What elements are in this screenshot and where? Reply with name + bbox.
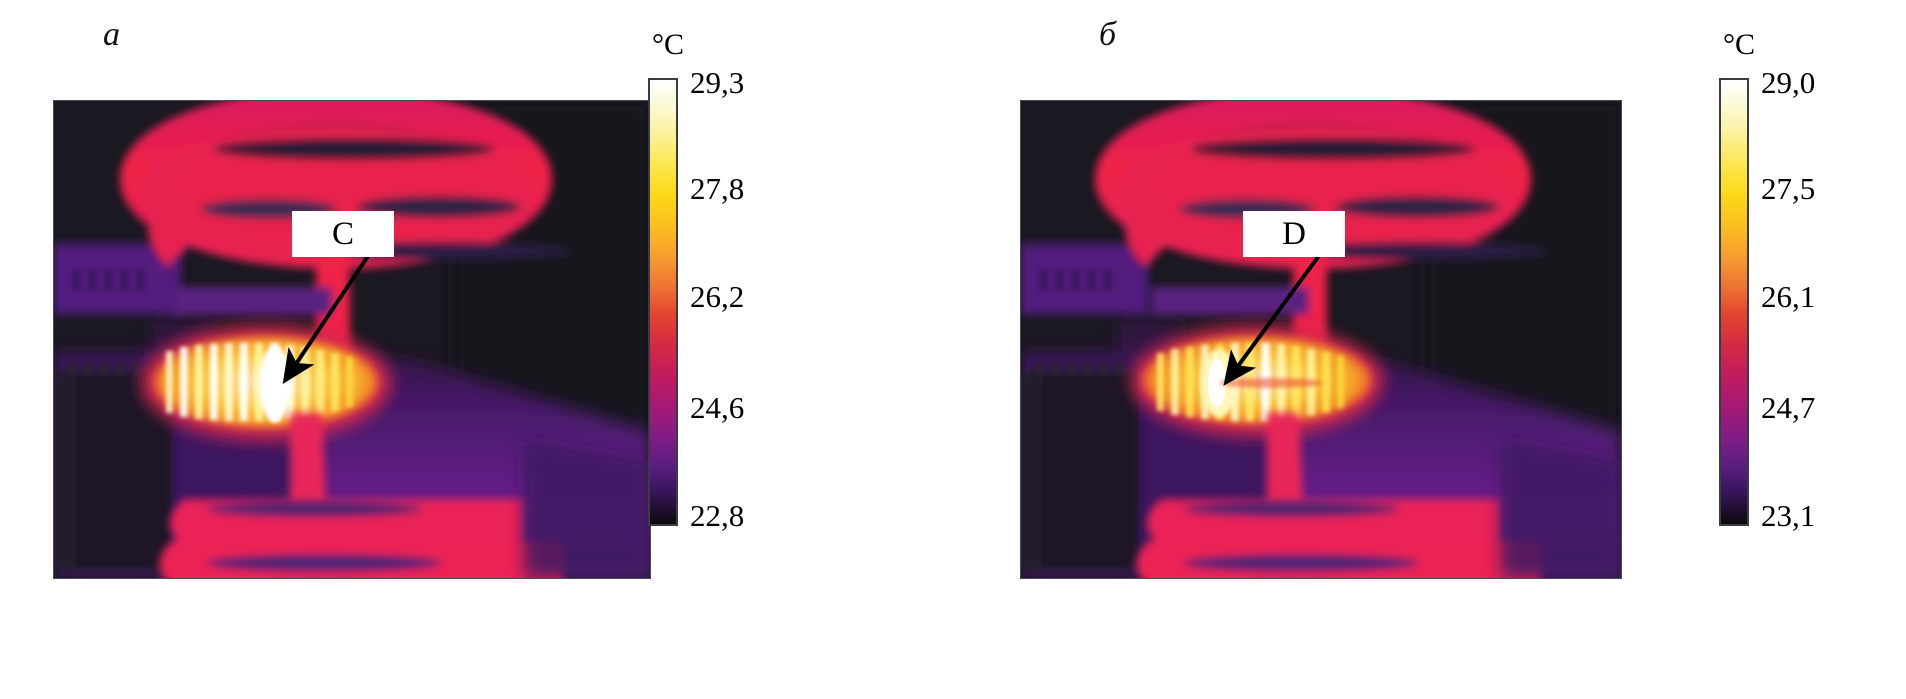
thermal-image-a-canvas: [54, 101, 650, 578]
colorbar-a-tick-4: 22,8: [690, 498, 745, 533]
colorbar-a-tick-0: 29,3: [690, 65, 745, 100]
colorbar-a-tick-2: 26,2: [690, 279, 745, 314]
colorbar-a-tick-3: 24,6: [690, 390, 745, 425]
thermal-image-b-canvas: [1021, 101, 1621, 578]
panel-b-label: б: [1099, 16, 1117, 53]
colorbar-b-tick-3: 24,7: [1761, 390, 1816, 425]
thermal-image-b: D: [1020, 100, 1622, 579]
thermal-image-a: C: [53, 100, 651, 579]
colorbar-b-tick-2: 26,1: [1761, 279, 1816, 314]
callout-label-d[interactable]: D: [1243, 211, 1345, 257]
colorbar-b-unit: °C: [1723, 28, 1756, 61]
callout-label-c[interactable]: C: [292, 211, 394, 257]
panel-a-label: а: [103, 16, 120, 53]
colorbar-a-unit: °C: [652, 28, 685, 61]
colorbar-a-tick-1: 27,8: [690, 171, 745, 206]
colorbar-a-gradient: [648, 78, 678, 526]
colorbar-b-gradient: [1719, 78, 1749, 526]
colorbar-b-tick-1: 27,5: [1761, 171, 1816, 206]
panel-a: а: [53, 16, 745, 579]
colorbar-b-tick-4: 23,1: [1761, 498, 1816, 533]
panel-b: б: [953, 0, 1906, 699]
colorbar-b-tick-0: 29,0: [1761, 65, 1816, 100]
